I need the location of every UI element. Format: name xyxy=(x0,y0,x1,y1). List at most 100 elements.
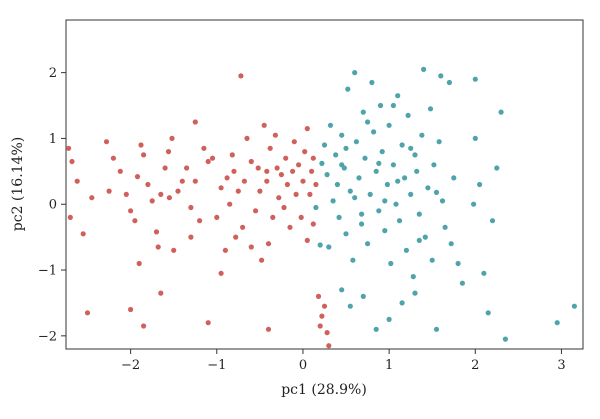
data-point-series-1 xyxy=(197,218,203,224)
data-point-series-2 xyxy=(343,145,349,151)
data-point-series-1 xyxy=(84,310,91,316)
data-point-series-2 xyxy=(477,181,483,188)
data-point-series-2 xyxy=(402,175,408,181)
data-point-series-2 xyxy=(399,300,405,306)
data-point-series-1 xyxy=(304,237,310,243)
data-point-series-1 xyxy=(145,181,151,188)
data-point-series-1 xyxy=(274,165,280,171)
data-point-series-1 xyxy=(248,244,254,250)
data-point-series-1 xyxy=(240,224,246,230)
data-point-series-1 xyxy=(201,145,207,151)
data-point-series-1 xyxy=(293,191,299,197)
data-point-series-1 xyxy=(67,214,73,220)
data-point-series-2 xyxy=(433,326,440,332)
data-point-series-2 xyxy=(313,204,319,211)
data-point-series-1 xyxy=(123,191,129,197)
data-point-series-2 xyxy=(390,162,396,168)
y-tick-label: −1 xyxy=(38,264,57,279)
data-point-series-1 xyxy=(224,175,230,181)
data-point-series-1 xyxy=(290,168,296,174)
data-point-series-1 xyxy=(231,168,237,174)
data-point-series-2 xyxy=(345,86,351,92)
data-point-series-2 xyxy=(494,165,500,171)
data-point-series-1 xyxy=(138,142,144,148)
x-tick-label: 2 xyxy=(471,358,479,373)
data-point-series-2 xyxy=(350,257,356,263)
data-point-series-1 xyxy=(233,234,239,240)
x-tick-label: 3 xyxy=(557,358,565,373)
data-point-series-2 xyxy=(321,142,328,148)
data-point-series-1 xyxy=(74,178,80,184)
data-point-series-1 xyxy=(106,188,112,194)
data-point-series-2 xyxy=(436,139,442,145)
data-point-series-1 xyxy=(298,214,304,220)
data-point-series-2 xyxy=(439,198,446,204)
data-point-series-2 xyxy=(498,109,504,115)
data-point-series-1 xyxy=(253,208,259,214)
data-point-series-2 xyxy=(396,218,403,224)
data-point-series-2 xyxy=(367,191,373,197)
data-point-series-1 xyxy=(205,158,211,165)
data-point-series-2 xyxy=(571,303,578,309)
data-point-series-2 xyxy=(377,102,384,109)
data-point-series-2 xyxy=(425,185,431,191)
data-point-series-2 xyxy=(433,189,440,195)
points-layer xyxy=(66,66,578,349)
data-point-series-2 xyxy=(376,160,382,166)
data-point-series-1 xyxy=(169,135,175,141)
data-point-series-2 xyxy=(369,79,375,86)
data-point-series-2 xyxy=(502,336,508,342)
data-point-series-2 xyxy=(403,247,409,253)
data-point-series-1 xyxy=(166,195,172,201)
data-point-series-2 xyxy=(481,270,487,276)
data-point-series-2 xyxy=(408,145,414,151)
data-point-series-1 xyxy=(132,218,138,224)
data-point-series-2 xyxy=(330,198,336,204)
data-point-series-1 xyxy=(296,162,302,168)
data-point-series-2 xyxy=(419,132,425,138)
y-tick-label: 2 xyxy=(49,66,57,81)
data-point-series-2 xyxy=(455,260,461,267)
x-tick-label: 1 xyxy=(385,358,393,373)
data-point-series-2 xyxy=(410,274,416,280)
data-point-series-2 xyxy=(485,310,491,316)
data-point-series-2 xyxy=(471,201,477,207)
data-point-series-2 xyxy=(347,303,353,309)
data-point-series-1 xyxy=(80,231,86,237)
data-point-series-2 xyxy=(336,214,342,220)
data-point-series-1 xyxy=(184,165,190,171)
data-point-series-1 xyxy=(229,152,235,158)
x-tick-label: −2 xyxy=(121,358,140,373)
data-point-series-2 xyxy=(386,316,392,322)
data-point-series-2 xyxy=(333,152,339,158)
data-point-series-1 xyxy=(310,221,316,227)
data-point-series-1 xyxy=(281,204,287,211)
data-point-series-2 xyxy=(319,160,325,166)
data-point-series-2 xyxy=(339,162,345,168)
data-point-series-1 xyxy=(259,257,265,263)
data-point-series-1 xyxy=(304,126,310,132)
data-point-series-2 xyxy=(384,181,390,188)
data-point-series-2 xyxy=(416,211,422,217)
data-point-series-1 xyxy=(267,145,273,151)
data-point-series-1 xyxy=(278,172,284,178)
data-point-series-1 xyxy=(270,214,276,220)
y-tick-label: −2 xyxy=(38,329,57,344)
data-point-series-1 xyxy=(315,293,322,299)
data-point-series-1 xyxy=(218,270,224,276)
data-point-series-2 xyxy=(360,109,366,115)
data-point-series-1 xyxy=(326,343,332,349)
data-point-series-1 xyxy=(89,195,95,201)
data-point-series-2 xyxy=(431,162,437,168)
plot-frame xyxy=(65,19,584,350)
data-point-series-1 xyxy=(302,149,308,155)
ticks-layer: −2 −1 0 1 2 3 −2 −1 0 1 2 xyxy=(38,66,566,373)
data-point-series-1 xyxy=(284,181,290,188)
y-tick-label: 1 xyxy=(49,132,57,147)
data-point-series-1 xyxy=(264,178,270,184)
data-point-series-2 xyxy=(393,201,399,207)
data-point-series-2 xyxy=(390,102,396,109)
data-point-series-1 xyxy=(241,178,247,184)
data-point-series-2 xyxy=(362,155,368,161)
data-point-series-2 xyxy=(359,221,365,227)
